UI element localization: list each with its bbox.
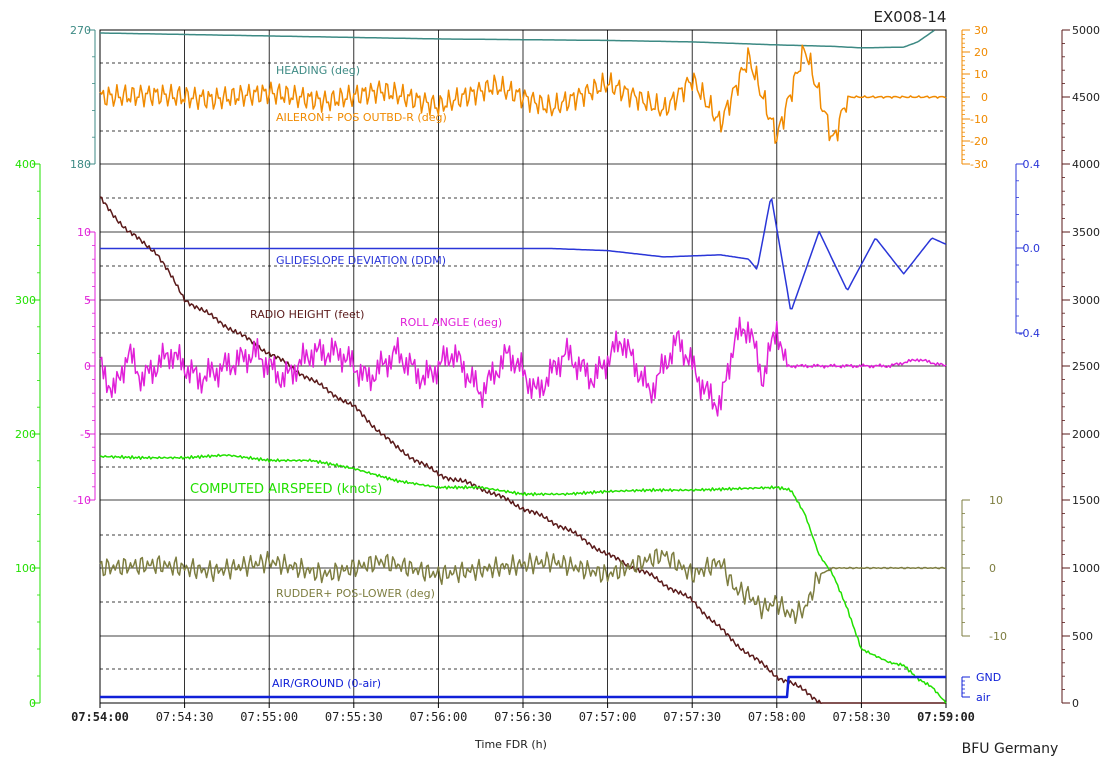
glideslope-line	[100, 198, 947, 310]
glideslope-label: GLIDESLOPE DEVIATION (DDM)	[276, 254, 446, 267]
air_ground-line	[100, 675, 946, 699]
rudder-line	[99, 548, 947, 625]
heading-label: HEADING (deg)	[276, 64, 360, 77]
radio_height-tick-label: 2500	[1072, 360, 1100, 373]
aileron-tick-label: -20	[970, 135, 988, 148]
heading-line	[100, 29, 935, 49]
roll-label: ROLL ANGLE (deg)	[400, 316, 502, 329]
series-labels: HEADING (deg) AILERON+ POS OUTBD-R (deg) G…	[190, 64, 502, 690]
series-layer	[99, 29, 947, 704]
radio_height-tick-label: 5000	[1072, 24, 1100, 37]
radio_height-line	[99, 196, 946, 704]
x-tick-label: 07:58:30	[833, 710, 891, 724]
radio_height-tick-label: 1000	[1072, 562, 1100, 575]
aileron-tick-label: 30	[974, 24, 988, 37]
rudder-tick-label: -10	[989, 630, 1007, 643]
aileron-tick-label: -10	[970, 113, 988, 126]
aileron-label: AILERON+ POS OUTBD-R (deg)	[276, 111, 447, 124]
aileron-tick-label: 0	[981, 91, 988, 104]
air_ground-label: AIR/GROUND (0-air)	[272, 677, 381, 690]
airspeed-tick-label: 300	[15, 294, 36, 307]
radio_height-tick-label: 500	[1072, 630, 1093, 643]
radio_height-label: RADIO HEIGHT (feet)	[250, 308, 364, 321]
x-axis-ticks: 07:54:00 07:54:30 07:55:00 07:55:30 07:56:00…	[71, 703, 975, 724]
radio_height-tick-label: 2000	[1072, 428, 1100, 441]
roll-tick-label: 0	[84, 360, 91, 373]
radio_height-tick-label: 3500	[1072, 226, 1100, 239]
airspeed-line	[99, 453, 947, 704]
grid	[99, 29, 947, 704]
roll-tick-label: 10	[77, 226, 91, 239]
roll-line	[99, 316, 947, 417]
x-axis-label: Time FDR (h)	[474, 738, 547, 751]
x-tick-label: 07:56:30	[494, 710, 552, 724]
roll-tick-label: 5	[84, 294, 91, 307]
radio_height-tick-label: 1500	[1072, 494, 1100, 507]
aileron-line	[99, 44, 947, 144]
heading-tick-label: 180	[70, 158, 91, 171]
x-tick-label: 07:56:00	[410, 710, 468, 724]
airspeed-tick-label: 100	[15, 562, 36, 575]
radio_height-tick-label: 4000	[1072, 158, 1100, 171]
x-tick-label: 07:59:00	[917, 710, 975, 724]
x-tick-label: 07:57:00	[579, 710, 637, 724]
radio_height-tick-label: 0	[1072, 697, 1079, 710]
aileron-tick-label: 10	[974, 68, 988, 81]
air_ground-tick-label: air	[976, 691, 991, 704]
roll-tick-label: -10	[73, 494, 91, 507]
rudder-tick-label: 10	[989, 494, 1003, 507]
x-tick-label: 07:55:00	[240, 710, 298, 724]
aileron-tick-label: 20	[974, 46, 988, 59]
airspeed-tick-label: 0	[29, 697, 36, 710]
rudder-label: RUDDER+ POS-LOWER (deg)	[276, 587, 435, 600]
glideslope-tick-label: 0.4	[1023, 158, 1041, 171]
x-tick-label: 07:57:30	[663, 710, 721, 724]
aileron-tick-label: -30	[970, 158, 988, 171]
x-tick-label: 07:54:30	[156, 710, 214, 724]
x-tick-label: 07:54:00	[71, 710, 129, 724]
air_ground-tick-label: GND	[976, 671, 1001, 684]
radio_height-tick-label: 3000	[1072, 294, 1100, 307]
glideslope-tick-label: 0.0	[1023, 242, 1041, 255]
source-label: BFU Germany	[962, 741, 1059, 757]
heading-tick-label: 270	[70, 24, 91, 37]
doc-id: EX008-14	[874, 8, 947, 26]
rudder-tick-label: 0	[989, 562, 996, 575]
roll-tick-label: -5	[80, 428, 91, 441]
x-tick-label: 07:58:00	[748, 710, 806, 724]
airspeed-tick-label: 200	[15, 428, 36, 441]
x-tick-label: 07:55:30	[325, 710, 383, 724]
airspeed-tick-label: 400	[15, 158, 36, 171]
glideslope-tick-label: -0.4	[1019, 327, 1040, 340]
radio_height-tick-label: 4500	[1072, 91, 1100, 104]
airspeed-label: COMPUTED AIRSPEED (knots)	[190, 482, 382, 497]
